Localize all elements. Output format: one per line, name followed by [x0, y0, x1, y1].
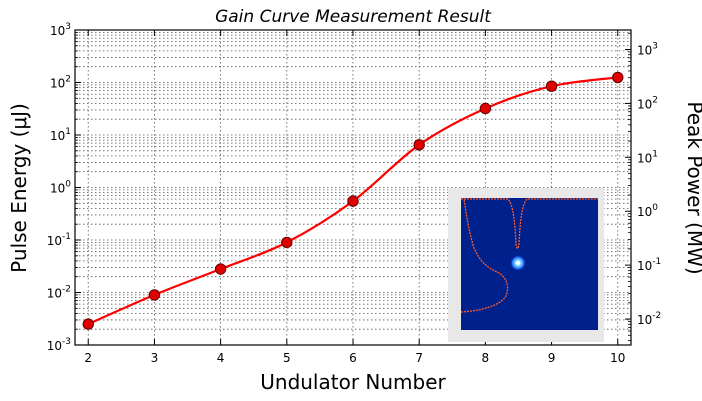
- data-point: [612, 71, 624, 84]
- y-tick-label: 10-3: [47, 337, 71, 353]
- y2-tick-label: 10-2: [637, 311, 661, 327]
- series-group: [82, 71, 624, 330]
- grid: [75, 29, 631, 346]
- y2-axis-label: Peak Power (MW): [683, 101, 702, 274]
- inset-vertical-curve: [460, 197, 509, 313]
- y2-tick-labels: 10-2 10-1 100 101 102 103: [637, 42, 661, 328]
- y-tick-label: 10-2: [47, 285, 71, 301]
- y-tick-label: 100: [50, 180, 71, 196]
- inset-background: [461, 198, 598, 330]
- data-point: [82, 318, 94, 330]
- y-tick-label: 103: [50, 22, 71, 38]
- y-tick-label: 10-1: [47, 232, 71, 248]
- x-tick-label: 8: [482, 351, 490, 365]
- x-tick-labels: 2 3 4 5 6 7 8 9 10: [84, 351, 625, 365]
- y-tick-label: 101: [50, 127, 71, 143]
- x-tick-label: 5: [283, 351, 291, 365]
- x-tick-label: 9: [548, 351, 556, 365]
- data-point: [413, 139, 425, 151]
- data-point: [148, 289, 161, 301]
- y2-tick-label: 100: [637, 203, 658, 219]
- inset-beam-core: [515, 260, 521, 266]
- x-tick-label: 4: [217, 351, 225, 365]
- data-point: [545, 80, 558, 92]
- y2-tick-label: 10-1: [637, 257, 661, 273]
- plot-area: [74, 29, 632, 346]
- x-tick-label: 10: [610, 351, 625, 365]
- y2-tick-label: 101: [637, 149, 658, 165]
- x-axis-label: Undulator Number: [260, 370, 446, 394]
- data-point: [479, 102, 492, 115]
- y2-tick-label: 102: [637, 95, 658, 111]
- x-tick-label: 6: [349, 351, 357, 365]
- data-point: [347, 195, 359, 207]
- y-axis-label: Pulse Energy (μJ): [7, 103, 31, 273]
- data-point: [281, 236, 293, 249]
- y-tick-label: 102: [50, 75, 71, 91]
- x-tick-label: 2: [84, 351, 92, 365]
- x-tick-label: 3: [151, 351, 159, 365]
- inset-beam-profile-image: [448, 188, 604, 342]
- x-tick-label: 7: [415, 351, 423, 365]
- chart-title: Gain Curve Measurement Result: [215, 7, 492, 27]
- y-tick-labels: 10-3 10-2 10-1 100 101 102 103: [47, 22, 72, 353]
- inset-horizontal-curve: [461, 198, 598, 250]
- data-point: [214, 263, 227, 275]
- y2-tick-label: 103: [637, 42, 658, 58]
